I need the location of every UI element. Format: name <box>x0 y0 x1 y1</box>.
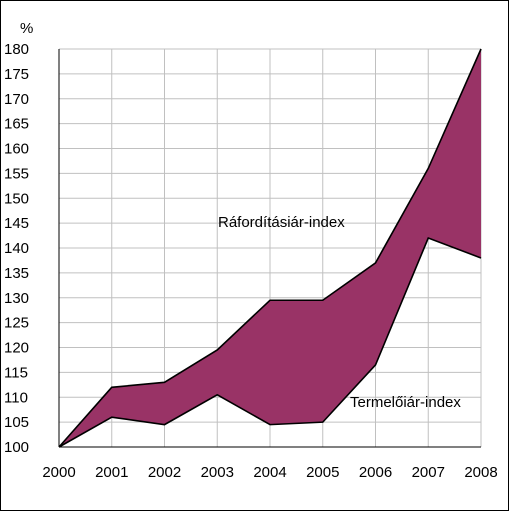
y-tick-label: 135 <box>4 265 29 282</box>
y-tick-label: 165 <box>4 116 29 133</box>
y-tick-label: 155 <box>4 165 29 182</box>
annotation-upper-series: Ráfordításiár-index <box>218 214 345 231</box>
x-tick-label: 2008 <box>464 464 497 481</box>
x-tick-label: 2003 <box>201 464 234 481</box>
y-tick-label: 150 <box>4 190 29 207</box>
y-tick-label: 130 <box>4 290 29 307</box>
x-tick-label: 2002 <box>148 464 181 481</box>
series-line-1 <box>58 237 482 448</box>
y-tick-label: 100 <box>4 439 29 456</box>
y-tick-label: 180 <box>4 41 29 58</box>
axes <box>58 49 481 448</box>
band-area <box>58 48 482 448</box>
annotation-lower-series: Termelőiár-index <box>350 394 461 411</box>
y-tick-labels: 100 105 110 115 120 125 130 135 140 145 150 155 160 1… <box>4 41 29 456</box>
x-tick-labels: 2000 2001 2002 2003 2004 2005 2006 2007 2008 <box>42 464 497 481</box>
y-tick-label: 115 <box>4 364 28 381</box>
y-tick-label: 110 <box>4 389 28 406</box>
x-tick-label: 2000 <box>42 464 75 481</box>
y-axis-label: % <box>20 20 33 37</box>
y-tick-label: 105 <box>4 414 29 431</box>
series-line-0 <box>58 48 482 448</box>
y-tick-label: 145 <box>4 215 29 232</box>
y-tick-label: 175 <box>4 66 29 83</box>
x-tick-label: 2005 <box>306 464 339 481</box>
band-fill <box>59 49 481 447</box>
y-tick-label: 140 <box>4 240 29 257</box>
y-tick-label: 120 <box>4 340 29 357</box>
y-tick-label: 160 <box>4 141 29 158</box>
y-tick-label: 170 <box>4 91 29 108</box>
y-tick-label: 125 <box>4 315 29 332</box>
x-tick-label: 2004 <box>253 464 286 481</box>
x-tick-label: 2007 <box>412 464 445 481</box>
x-tick-label: 2006 <box>359 464 392 481</box>
x-tick-label: 2001 <box>95 464 128 481</box>
